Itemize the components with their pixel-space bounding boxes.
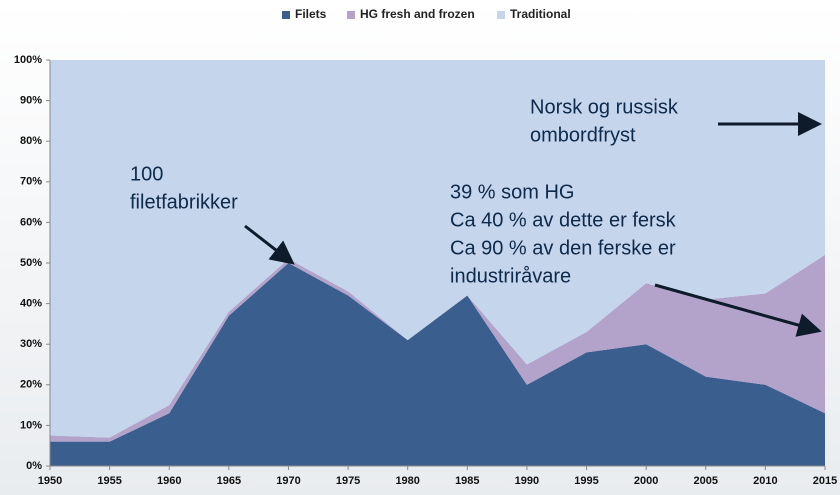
x-tick-label: 1980 bbox=[395, 475, 419, 487]
y-tick-label: 80% bbox=[20, 135, 42, 147]
annotation: filetfabrikker bbox=[130, 191, 238, 213]
annotation: Norsk og russisk bbox=[530, 96, 679, 118]
x-tick-label: 2000 bbox=[634, 475, 658, 487]
y-tick-label: 50% bbox=[20, 257, 42, 269]
x-tick-label: 1970 bbox=[276, 475, 300, 487]
x-tick-label: 1975 bbox=[336, 475, 360, 487]
x-tick-label: 1990 bbox=[515, 475, 539, 487]
annotation: 100 bbox=[130, 163, 163, 185]
x-tick-label: 2005 bbox=[694, 475, 718, 487]
legend-label: Filets bbox=[295, 7, 327, 21]
annotation: industriråvare bbox=[450, 265, 571, 287]
legend-swatch bbox=[497, 11, 505, 19]
x-tick-label: 1960 bbox=[157, 475, 181, 487]
y-tick-label: 30% bbox=[20, 338, 42, 350]
x-tick-label: 2015 bbox=[813, 475, 837, 487]
y-tick-label: 40% bbox=[20, 298, 42, 310]
area bbox=[50, 263, 825, 466]
y-tick-label: 100% bbox=[14, 54, 42, 66]
legend-swatch bbox=[347, 11, 355, 19]
y-tick-label: 90% bbox=[20, 95, 42, 107]
x-tick-label: 1965 bbox=[217, 475, 241, 487]
y-tick-label: 70% bbox=[20, 176, 42, 188]
y-tick-label: 20% bbox=[20, 379, 42, 391]
annotation: Ca 40 % av dette er fersk bbox=[450, 209, 677, 231]
y-tick-label: 10% bbox=[20, 419, 42, 431]
annotation: 39 % som HG bbox=[450, 181, 574, 203]
arrow bbox=[654, 283, 822, 337]
x-tick-label: 1950 bbox=[38, 475, 62, 487]
x-tick-label: 1995 bbox=[574, 475, 598, 487]
annotation: ombordfryst bbox=[530, 124, 636, 146]
legend-label: HG fresh and frozen bbox=[360, 7, 475, 21]
area bbox=[50, 254, 825, 442]
area bbox=[50, 60, 825, 438]
x-tick-label: 2010 bbox=[753, 475, 777, 487]
legend-label: Traditional bbox=[510, 7, 571, 21]
legend-swatch bbox=[282, 11, 290, 19]
arrow bbox=[244, 224, 295, 265]
annotation: Ca 90 % av den ferske er bbox=[450, 237, 676, 259]
x-tick-label: 1985 bbox=[455, 475, 479, 487]
x-tick-label: 1955 bbox=[97, 475, 121, 487]
y-tick-label: 60% bbox=[20, 216, 42, 228]
y-tick-label: 0% bbox=[26, 460, 42, 472]
